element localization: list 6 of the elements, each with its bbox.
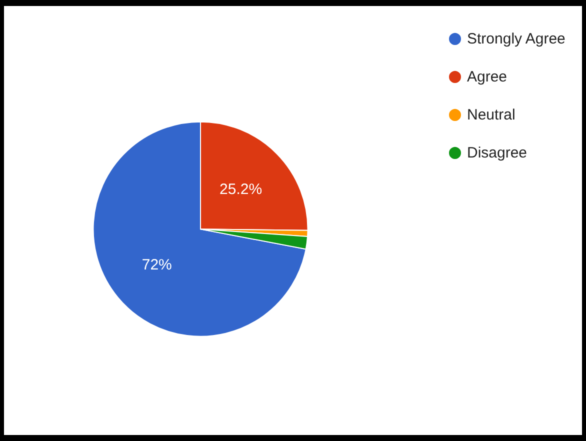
legend-label: Disagree: [467, 144, 528, 162]
data-label: 72%: [142, 256, 172, 274]
data-label: 25.2%: [220, 180, 262, 198]
legend-label: Neutral: [467, 106, 516, 124]
legend-label: Strongly Agree: [467, 30, 566, 48]
legend-label: Agree: [467, 68, 508, 86]
